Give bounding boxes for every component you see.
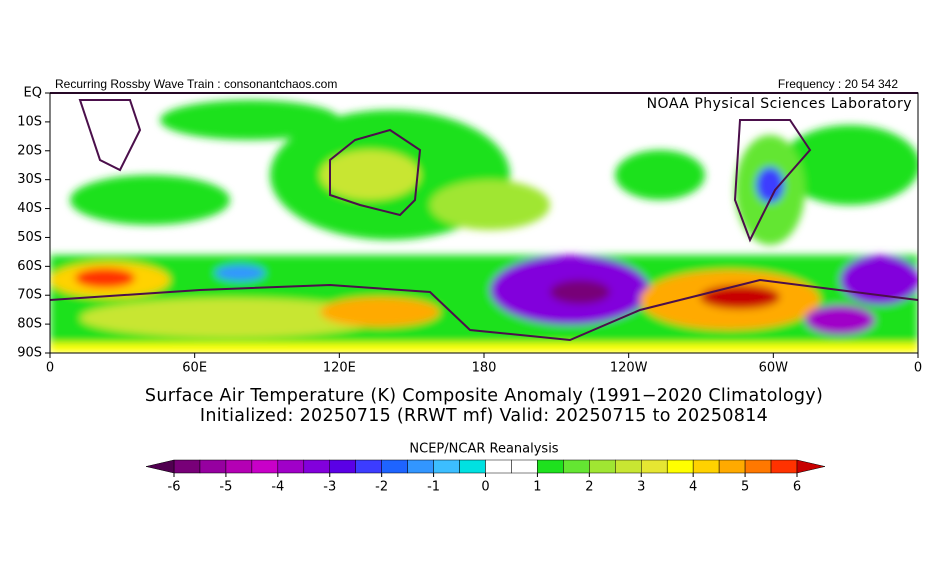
- colorbar-over: [796, 459, 826, 474]
- colorbar-swatch: [537, 459, 564, 474]
- x-tick-label: 60E: [182, 361, 207, 376]
- colorbar-title: NCEP/NCAR Reanalysis: [409, 442, 558, 457]
- y-tick-label: 10S: [17, 114, 42, 129]
- x-tick-label: 60W: [759, 361, 789, 376]
- x-tick-label: 180: [472, 361, 497, 376]
- colorbar-tick-label: -4: [271, 480, 284, 495]
- colorbar-tick-label: 5: [741, 480, 749, 495]
- colorbar-swatch: [744, 459, 772, 474]
- colorbar-swatch: [666, 459, 694, 474]
- colorbar-swatch: [355, 459, 382, 474]
- y-tick-label: 20S: [17, 143, 42, 158]
- colorbar-swatch: [329, 459, 356, 474]
- y-tick-label: 90S: [17, 346, 42, 361]
- colorbar-swatch: [770, 459, 798, 474]
- colorbar-tick-label: 1: [533, 480, 541, 495]
- colorbar-tick-label: 3: [637, 480, 645, 495]
- colorbar-swatch: [225, 459, 253, 474]
- lab-box: [620, 94, 918, 114]
- colorbar-tick-label: -5: [219, 480, 232, 495]
- colorbar-swatch: [433, 459, 460, 474]
- colorbar-swatch: [199, 459, 227, 474]
- colorbar-swatch: [718, 459, 746, 474]
- colorbar: -6 -5 -4 -3 -2 -1 0 1 2 3 4 5 6: [145, 459, 826, 495]
- x-tick-label: 120W: [610, 361, 648, 376]
- colorbar-tick-label: 0: [481, 480, 489, 495]
- axes: EQ 10S 20S 30S 40S 50S 60S 70S 80S 90S 0 60E 120E 180…: [17, 86, 922, 376]
- y-tick-label: 60S: [17, 259, 42, 274]
- x-tick-label: 0: [914, 361, 922, 376]
- y-tick-label: 30S: [17, 172, 42, 187]
- colorbar-swatch: [511, 459, 538, 474]
- colorbar-swatch: [641, 459, 668, 474]
- colorbar-swatch: [563, 459, 590, 474]
- colorbar-under: [145, 459, 175, 474]
- y-tick-label: EQ: [24, 86, 42, 101]
- colorbar-tick-label: -6: [168, 480, 181, 495]
- colorbar-swatch: [615, 459, 642, 474]
- y-tick-label: 50S: [17, 230, 42, 245]
- header-left: Recurring Rossby Wave Train : consonantc…: [55, 77, 337, 91]
- colorbar-swatch: [303, 459, 330, 474]
- subtitle: Initialized: 20250715 (RRWT mf) Valid: 2…: [200, 406, 768, 426]
- colorbar-swatch: [459, 459, 486, 474]
- colorbar-tick-label: -1: [427, 480, 440, 495]
- y-tick-label: 70S: [17, 288, 42, 303]
- title: Surface Air Temperature (K) Composite An…: [145, 386, 823, 406]
- colorbar-swatch: [589, 459, 616, 474]
- colorbar-swatch: [173, 459, 201, 474]
- header-right: Frequency : 20 54 342: [778, 77, 898, 91]
- colorbar-tick-label: -3: [323, 480, 336, 495]
- colorbar-swatch: [251, 459, 279, 474]
- colorbar-swatch: [277, 459, 305, 474]
- colorbar-swatch: [692, 459, 720, 474]
- colorbar-swatch: [407, 459, 434, 474]
- anomaly-field: [50, 99, 918, 353]
- colorbar-tick-label: 2: [585, 480, 593, 495]
- y-tick-label: 40S: [17, 201, 42, 216]
- colorbar-tick-label: 6: [793, 480, 801, 495]
- colorbar-swatch: [381, 459, 408, 474]
- lab-label: NOAA Physical Sciences Laboratory: [647, 96, 912, 112]
- y-tick-label: 80S: [17, 317, 42, 332]
- x-tick-label: 120E: [323, 361, 356, 376]
- colorbar-tick-label: -2: [375, 480, 388, 495]
- x-tick-label: 0: [46, 361, 54, 376]
- colorbar-tick-label: 4: [689, 480, 697, 495]
- colorbar-swatch: [485, 459, 512, 474]
